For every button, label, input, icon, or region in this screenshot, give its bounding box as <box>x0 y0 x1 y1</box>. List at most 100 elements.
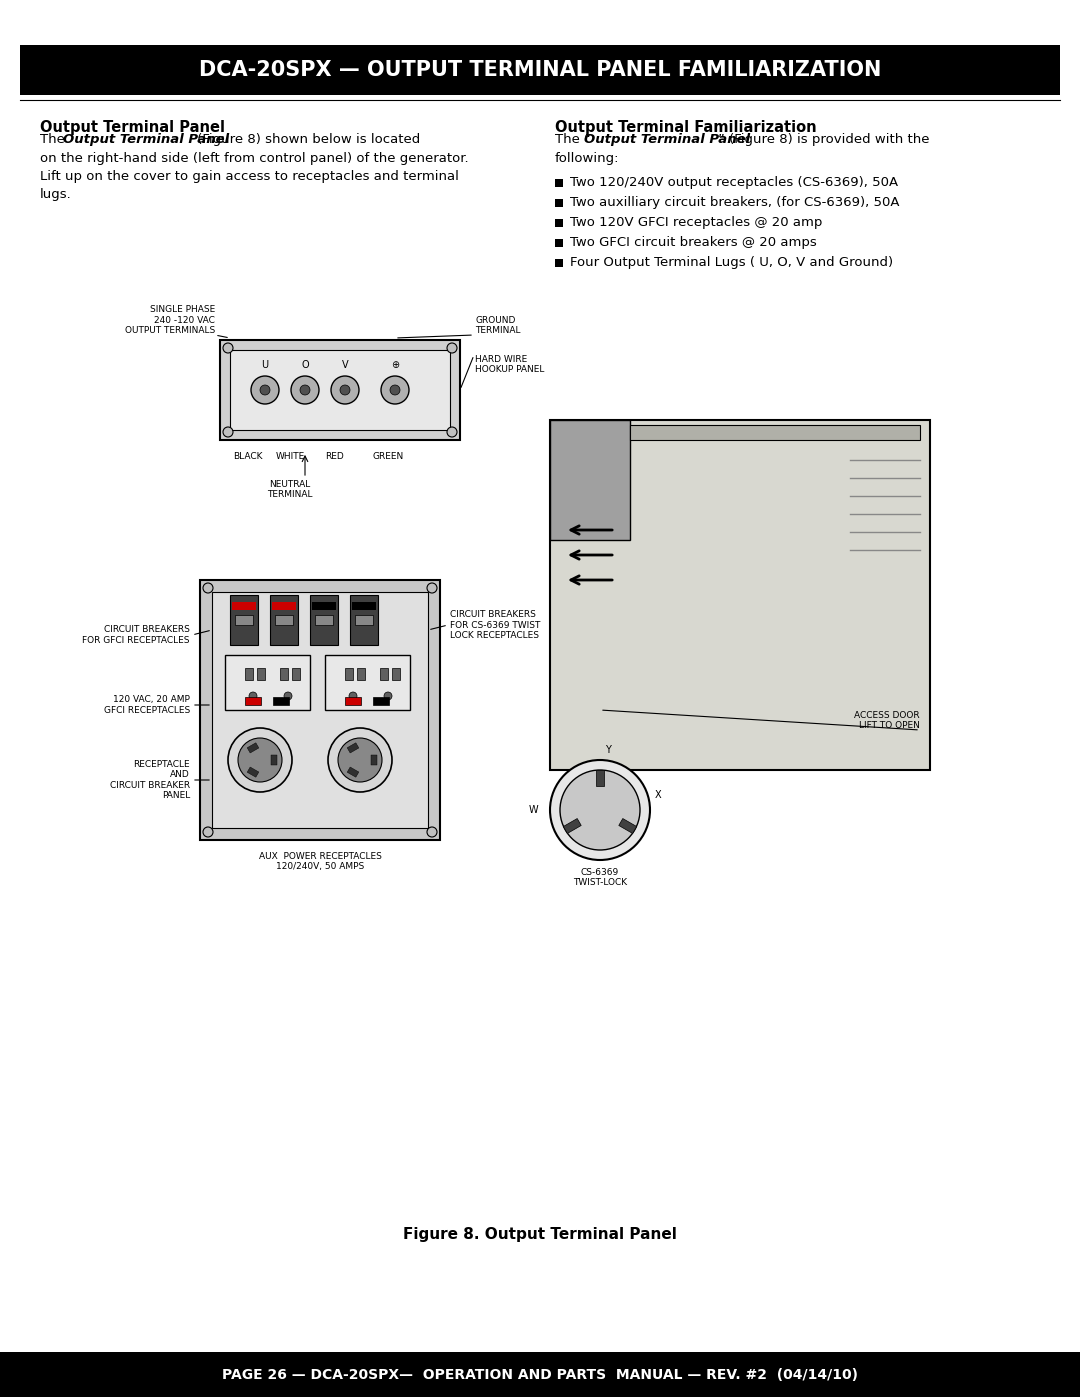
Text: Figure 8. Output Terminal Panel: Figure 8. Output Terminal Panel <box>403 1228 677 1242</box>
Bar <box>619 819 636 834</box>
Text: Output Terminal Panel: Output Terminal Panel <box>40 120 225 136</box>
Bar <box>271 754 276 766</box>
Circle shape <box>238 738 282 782</box>
Circle shape <box>291 376 319 404</box>
Bar <box>245 697 261 705</box>
Circle shape <box>447 427 457 437</box>
Text: lugs.: lugs. <box>40 189 71 201</box>
Text: on the right-hand side (left from control panel) of the generator.: on the right-hand side (left from contro… <box>40 152 469 165</box>
Circle shape <box>338 738 382 782</box>
Text: The: The <box>40 133 69 147</box>
Bar <box>200 580 440 840</box>
Text: Two 120V GFCI receptacles @ 20 amp: Two 120V GFCI receptacles @ 20 amp <box>570 217 822 229</box>
Bar <box>235 615 253 624</box>
Bar <box>310 595 338 645</box>
Bar <box>555 239 563 247</box>
Bar <box>275 615 293 624</box>
Circle shape <box>427 583 437 592</box>
Circle shape <box>447 344 457 353</box>
Text: O: O <box>301 360 309 370</box>
Circle shape <box>550 760 650 861</box>
Bar <box>247 767 259 777</box>
Bar <box>230 595 258 645</box>
Text: Output Terminal Familiarization: Output Terminal Familiarization <box>555 120 816 136</box>
Text: PAGE 26 — DCA-20SPX—  OPERATION AND PARTS  MANUAL — REV. #2  (04/14/10): PAGE 26 — DCA-20SPX— OPERATION AND PARTS… <box>222 1368 858 1382</box>
Bar <box>555 179 563 187</box>
Text: CIRCUIT BREAKERS
FOR GFCI RECEPTACLES: CIRCUIT BREAKERS FOR GFCI RECEPTACLES <box>82 626 190 644</box>
Bar <box>347 767 359 777</box>
Bar <box>345 668 353 680</box>
Bar <box>357 668 365 680</box>
Text: V: V <box>341 360 349 370</box>
Text: NEUTRAL
TERMINAL: NEUTRAL TERMINAL <box>267 481 313 499</box>
Bar <box>555 198 563 207</box>
Text: Y: Y <box>605 745 611 754</box>
Text: AUX  POWER RECEPTACLES
120/240V, 50 AMPS: AUX POWER RECEPTACLES 120/240V, 50 AMPS <box>258 852 381 872</box>
Text: RECEPTACLE
AND
CIRCUIT BREAKER
PANEL: RECEPTACLE AND CIRCUIT BREAKER PANEL <box>110 760 190 800</box>
Text: BLACK: BLACK <box>233 453 262 461</box>
Bar <box>596 770 604 787</box>
Text: GREEN: GREEN <box>373 453 404 461</box>
Bar <box>292 668 300 680</box>
Text: Output Terminal Panel: Output Terminal Panel <box>584 133 751 147</box>
Circle shape <box>381 376 409 404</box>
Bar <box>630 425 920 440</box>
Bar <box>21 45 1059 95</box>
Text: Two auxilliary circuit breakers, (for CS-6369), 50A: Two auxilliary circuit breakers, (for CS… <box>570 196 900 210</box>
Bar <box>564 819 581 834</box>
Bar <box>245 668 253 680</box>
Bar <box>380 668 388 680</box>
Text: 120 VAC, 20 AMP
GFCI RECEPTACLES: 120 VAC, 20 AMP GFCI RECEPTACLES <box>104 696 190 715</box>
Bar <box>232 602 256 610</box>
Circle shape <box>349 692 357 700</box>
Bar <box>355 615 373 624</box>
Bar <box>225 655 310 710</box>
Bar <box>555 258 563 267</box>
Circle shape <box>222 344 233 353</box>
Bar <box>272 602 296 610</box>
Circle shape <box>330 376 359 404</box>
Bar <box>247 743 259 753</box>
Bar <box>373 697 389 705</box>
Bar <box>555 219 563 226</box>
Text: ⊕: ⊕ <box>391 360 400 370</box>
Text: following:: following: <box>555 152 620 165</box>
Text: RED: RED <box>326 453 345 461</box>
Circle shape <box>300 386 310 395</box>
Bar <box>280 668 288 680</box>
Bar <box>325 655 410 710</box>
Text: X: X <box>654 789 662 800</box>
Circle shape <box>390 386 400 395</box>
Bar <box>352 602 376 610</box>
Bar <box>372 754 377 766</box>
Bar <box>550 420 630 541</box>
Circle shape <box>561 770 640 849</box>
Circle shape <box>251 376 279 404</box>
Bar <box>220 339 460 440</box>
Text: HARD WIRE
HOOKUP PANEL: HARD WIRE HOOKUP PANEL <box>475 355 544 374</box>
Text: GROUND
TERMINAL: GROUND TERMINAL <box>475 316 521 335</box>
Text: (Figure 8) shown below is located: (Figure 8) shown below is located <box>193 133 420 147</box>
Circle shape <box>427 827 437 837</box>
Circle shape <box>203 583 213 592</box>
Circle shape <box>228 728 292 792</box>
Text: Lift up on the cover to gain access to receptacles and terminal: Lift up on the cover to gain access to r… <box>40 170 459 183</box>
Text: Output Terminal Panel: Output Terminal Panel <box>63 133 229 147</box>
Bar <box>312 602 336 610</box>
Circle shape <box>203 827 213 837</box>
Circle shape <box>249 692 257 700</box>
Circle shape <box>284 692 292 700</box>
Text: DCA-20SPX — OUTPUT TERMINAL PANEL FAMILIARIZATION: DCA-20SPX — OUTPUT TERMINAL PANEL FAMILI… <box>199 60 881 80</box>
Bar <box>257 668 265 680</box>
Bar <box>230 351 450 430</box>
Bar <box>347 743 359 753</box>
Text: SINGLE PHASE
240 -120 VAC
OUTPUT TERMINALS: SINGLE PHASE 240 -120 VAC OUTPUT TERMINA… <box>125 305 215 335</box>
Bar <box>315 615 333 624</box>
Text: Two 120/240V output receptacles (CS-6369), 50A: Two 120/240V output receptacles (CS-6369… <box>570 176 899 189</box>
Circle shape <box>222 427 233 437</box>
FancyBboxPatch shape <box>550 420 930 770</box>
Circle shape <box>260 386 270 395</box>
Text: CIRCUIT BREAKERS
FOR CS-6369 TWIST
LOCK RECEPTACLES: CIRCUIT BREAKERS FOR CS-6369 TWIST LOCK … <box>450 610 540 640</box>
Bar <box>270 595 298 645</box>
Bar <box>273 697 289 705</box>
